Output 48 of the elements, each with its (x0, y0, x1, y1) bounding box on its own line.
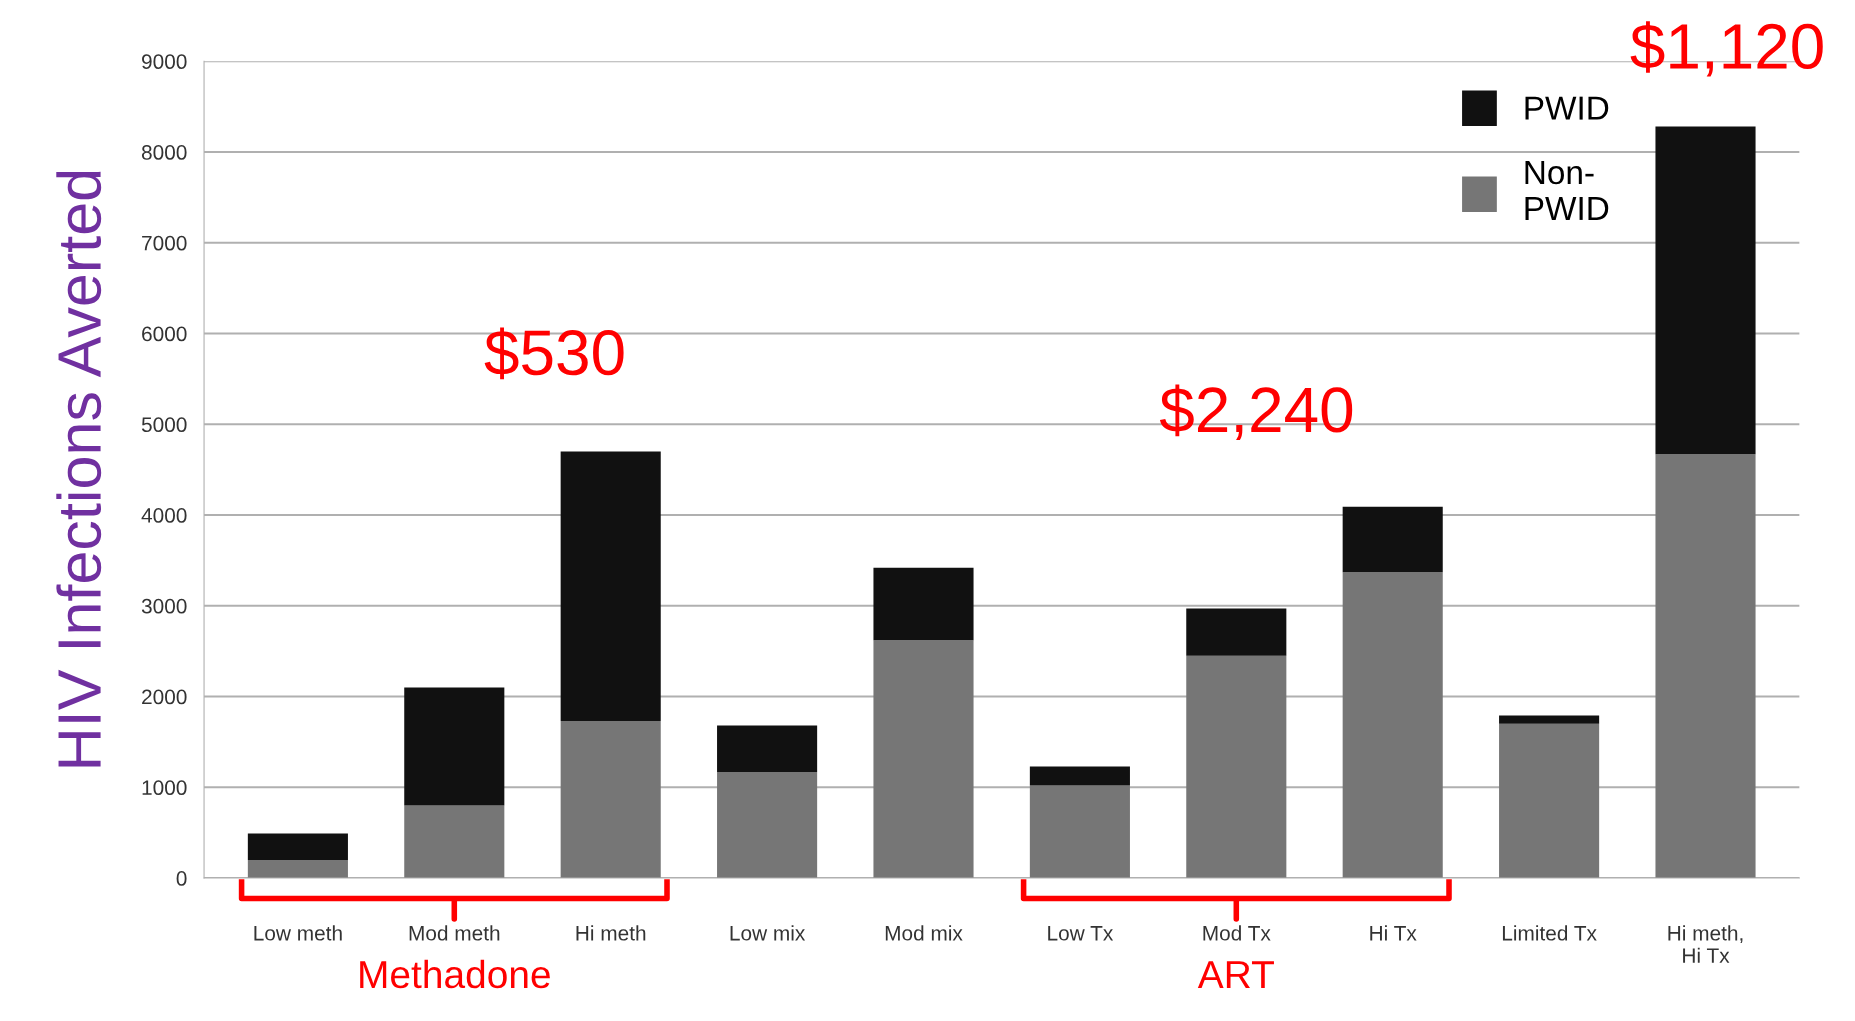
bar (873, 567, 974, 641)
x-tick-label: Hi meth, Hi Tx (1668, 925, 1743, 963)
x-tick-label: Low meth (254, 925, 342, 941)
bar (247, 833, 348, 860)
text: Methadone (360, 959, 550, 989)
bar (1499, 715, 1600, 724)
bar (1342, 572, 1443, 879)
y-tick-label: 6000 (142, 326, 187, 342)
x-tick-label: Mod Tx (1203, 925, 1271, 941)
y-tick-label: 5000 (141, 417, 187, 433)
y-tick-label: 8000 (141, 145, 187, 160)
text: ART (1197, 961, 1274, 988)
bar (560, 721, 661, 879)
annotation: $2,240 (1159, 384, 1353, 441)
x-tick-label: Low mix (730, 925, 806, 941)
y-tick-label: 3000 (141, 598, 187, 614)
x-tick-label: Low Tx (1048, 926, 1114, 941)
bar (717, 725, 818, 772)
y-tick-label: 4000 (141, 508, 187, 523)
y-axis-title: HIV Infections Averted (56, 171, 102, 767)
bar (1655, 454, 1756, 879)
bar (717, 771, 818, 879)
x-tick-label: Mod meth (409, 925, 500, 941)
bar (1186, 655, 1287, 879)
x-tick-label: Limited Tx (1502, 925, 1597, 941)
x-tick-label: Hi meth (576, 925, 646, 941)
legend-label: Non- PWID (1525, 161, 1609, 220)
bar (873, 640, 974, 879)
bar (1186, 608, 1287, 656)
bar (1655, 126, 1756, 455)
bar (404, 805, 505, 879)
y-tick-label: 1000 (142, 780, 187, 796)
bar (560, 451, 661, 722)
bar (404, 687, 505, 806)
annotation: $530 (484, 327, 624, 380)
legend-label: PWID (1525, 96, 1609, 120)
bar (1029, 785, 1130, 879)
x-tick-label: Mod mix (885, 925, 963, 941)
y-tick-label: 9000 (142, 54, 187, 70)
y-tick-label: 0 (176, 871, 187, 886)
bar (1342, 506, 1443, 573)
y-tick-label: 7000 (142, 235, 187, 251)
y-tick-label: 2000 (142, 689, 187, 705)
x-tick-label: Hi Tx (1370, 925, 1417, 941)
annotation: $1,120 (1630, 21, 1823, 77)
bar (247, 859, 348, 879)
bar (1029, 766, 1130, 786)
bar (1499, 723, 1600, 879)
